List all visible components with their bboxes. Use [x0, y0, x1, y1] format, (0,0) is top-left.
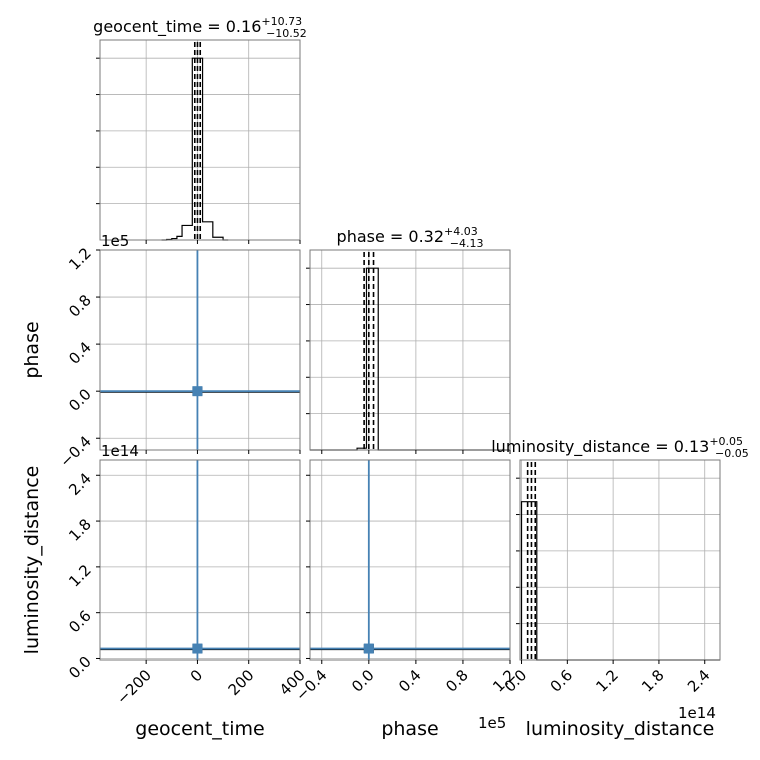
title-geocent-time: geocent_time = 0.16+10.73 −10.52 [93, 15, 307, 40]
y-tick-label: 1.2 [65, 244, 95, 274]
y-tick-label: 0.4 [65, 338, 95, 368]
hist-step-geocent-time [161, 57, 229, 241]
x-tick-label: 200 [225, 666, 258, 699]
panel-geocent-time-vs-luminosity-distance [96, 459, 301, 664]
y-tick-label: 0.8 [65, 291, 95, 321]
y-tick-label: −0.4 [56, 432, 94, 470]
y-tick-label: 0.0 [65, 385, 95, 415]
y-tick-label: 1.2 [65, 561, 95, 591]
hist-panel-luminosity-distance [516, 459, 721, 664]
x-tick-label: 0.0 [348, 666, 378, 696]
x-tick-label: 1.2 [592, 666, 622, 696]
truth-marker [192, 643, 203, 654]
hist-step-luminosity-distance [520, 501, 720, 661]
ylabel-luminosity-distance: luminosity_distance [21, 466, 43, 655]
ylabel-phase: phase [21, 321, 43, 378]
y-tick-label: 2.4 [65, 469, 95, 499]
y-tick-label: 0.6 [65, 607, 95, 637]
truth-marker [363, 643, 374, 654]
panel-frame [99, 39, 301, 241]
x-tick-label: 0 [187, 666, 206, 685]
panel-phase-vs-luminosity-distance [306, 459, 511, 664]
offset-phase-y: 1e5 [101, 232, 129, 250]
x-tick-label: −200 [113, 666, 155, 708]
panel-frame [309, 459, 511, 661]
panel-frame [99, 459, 301, 661]
panel-frame [519, 459, 721, 661]
x-tick-label: 1.8 [638, 666, 668, 696]
xlabel-luminosity-distance: luminosity_distance [526, 718, 715, 740]
x-tick-label: 0.8 [442, 666, 472, 696]
x-tick-label: 2.4 [684, 666, 714, 696]
title-phase: phase = 0.32+4.03 −4.13 [337, 225, 484, 250]
y-tick-label: 0.0 [65, 653, 95, 683]
offset-phase-x: 1e5 [478, 714, 506, 732]
y-tick-label: 1.8 [65, 515, 95, 545]
offset-luminosity-distance-x: 1e14 [678, 704, 716, 722]
hist-panel-geocent-time [96, 39, 301, 244]
x-tick-label: 0.4 [395, 666, 425, 696]
panel-frame [309, 249, 511, 451]
xlabel-phase: phase [381, 718, 438, 740]
title-luminosity-distance: luminosity_distance = 0.13+0.05 −0.05 [491, 435, 749, 460]
xlabel-geocent-time: geocent_time [135, 718, 264, 740]
truth-marker [192, 386, 203, 397]
panel-frame [99, 249, 301, 451]
x-tick-label: 0.6 [547, 666, 577, 696]
offset-luminosity-distance-y: 1e14 [101, 442, 139, 460]
panel-geocent-time-vs-phase [96, 249, 301, 454]
hist-panel-phase [306, 249, 511, 454]
hist-step-phase [310, 267, 510, 451]
